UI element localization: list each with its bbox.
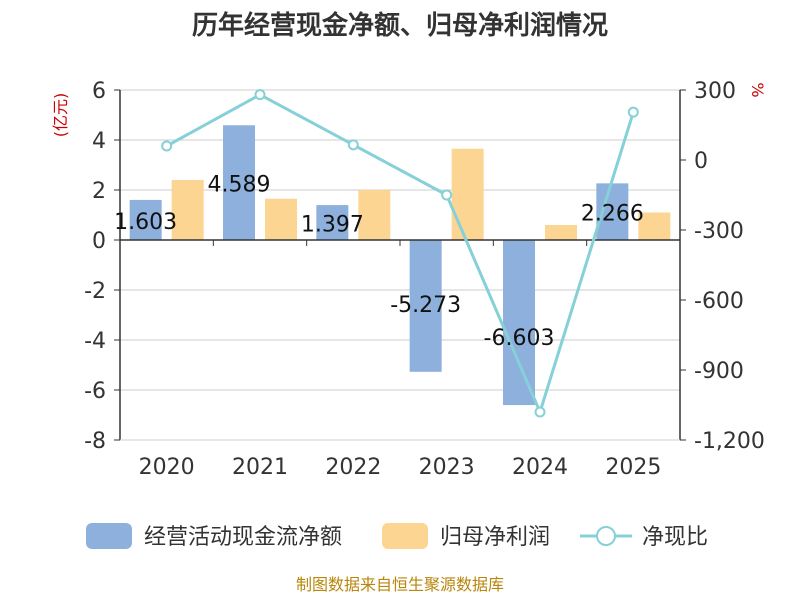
x-tick-label: 2025 [605, 455, 661, 480]
ratio-point [441, 189, 453, 201]
right-axis: 300 0 -300 -600 -900 -1,200 [680, 79, 765, 454]
left-axis: 6 4 2 0 -2 -4 -6 -8 [84, 79, 120, 454]
x-tick-label: 2021 [232, 455, 288, 480]
right-tick-label: 300 [694, 79, 736, 104]
left-tick-label: -6 [84, 379, 106, 404]
left-tick-label: 4 [92, 129, 106, 154]
bar-profit [358, 190, 391, 240]
data-source: 制图数据来自恒生聚源数据库 [296, 575, 504, 594]
right-tick-label: 0 [694, 149, 708, 174]
ratio-line-path [165, 92, 635, 417]
left-axis-unit: (亿元) [51, 93, 70, 138]
right-axis-unit: % [748, 82, 767, 97]
cashflow-data-label: 2.266 [581, 202, 644, 227]
legend-swatch-profit [382, 523, 428, 549]
bar-profit [171, 180, 204, 240]
x-tick-label: 2020 [139, 455, 195, 480]
bar-profit [545, 225, 577, 240]
cashflow-data-label: 1.397 [301, 213, 364, 238]
legend-marker-ratio [596, 526, 616, 546]
left-tick-label: 0 [92, 229, 106, 254]
legend: 经营活动现金流净额 归母净利润 净现比 [86, 523, 708, 550]
left-tick-label: 2 [92, 179, 106, 204]
cashflow-data-label: 4.589 [208, 173, 271, 198]
cashflow-data-label: -5.273 [390, 293, 461, 318]
bar-profit [638, 212, 671, 240]
ratio-point [254, 89, 266, 101]
bars [129, 125, 671, 406]
right-tick-label: -600 [694, 289, 744, 314]
x-tick-label: 2024 [512, 455, 568, 480]
right-tick-label: -900 [694, 359, 744, 384]
right-tick-label: -1,200 [694, 429, 765, 454]
x-axis: 2020 2021 2022 2023 2024 2025 [139, 455, 662, 480]
bar-cashflow [129, 199, 162, 240]
x-tick-label: 2022 [325, 455, 381, 480]
cashflow-data-label: 1.603 [114, 210, 177, 235]
legend-label-ratio: 净现比 [642, 525, 708, 550]
x-tick-label: 2023 [419, 455, 475, 480]
chart-title: 历年经营现金净额、归母净利润情况 [192, 10, 608, 41]
legend-label-cashflow: 经营活动现金流净额 [144, 525, 342, 550]
right-tick-label: -300 [694, 219, 744, 244]
ratio-point [161, 140, 173, 152]
ratio-point [347, 139, 359, 151]
left-tick-label: -4 [84, 329, 106, 354]
data-labels: 1.603 4.589 1.397 -5.273 -6.603 2.266 [114, 173, 644, 351]
cashflow-data-label: -6.603 [484, 326, 555, 351]
ratio-point [627, 106, 639, 118]
bar-cashflow [316, 205, 349, 240]
bar-cashflow [409, 240, 442, 372]
ratio-line [161, 89, 639, 418]
legend-label-profit: 归母净利润 [440, 525, 550, 550]
bar-profit [265, 198, 297, 240]
bar-cashflow [223, 125, 255, 240]
bar-profit [451, 148, 484, 240]
legend-swatch-cashflow [86, 523, 132, 549]
axes [119, 90, 681, 441]
left-tick-label: 6 [92, 79, 106, 104]
bar-cashflow [503, 240, 535, 406]
ratio-point [534, 406, 546, 418]
grid-lines [120, 89, 680, 441]
left-tick-label: -8 [84, 429, 106, 454]
left-tick-label: -2 [84, 279, 106, 304]
